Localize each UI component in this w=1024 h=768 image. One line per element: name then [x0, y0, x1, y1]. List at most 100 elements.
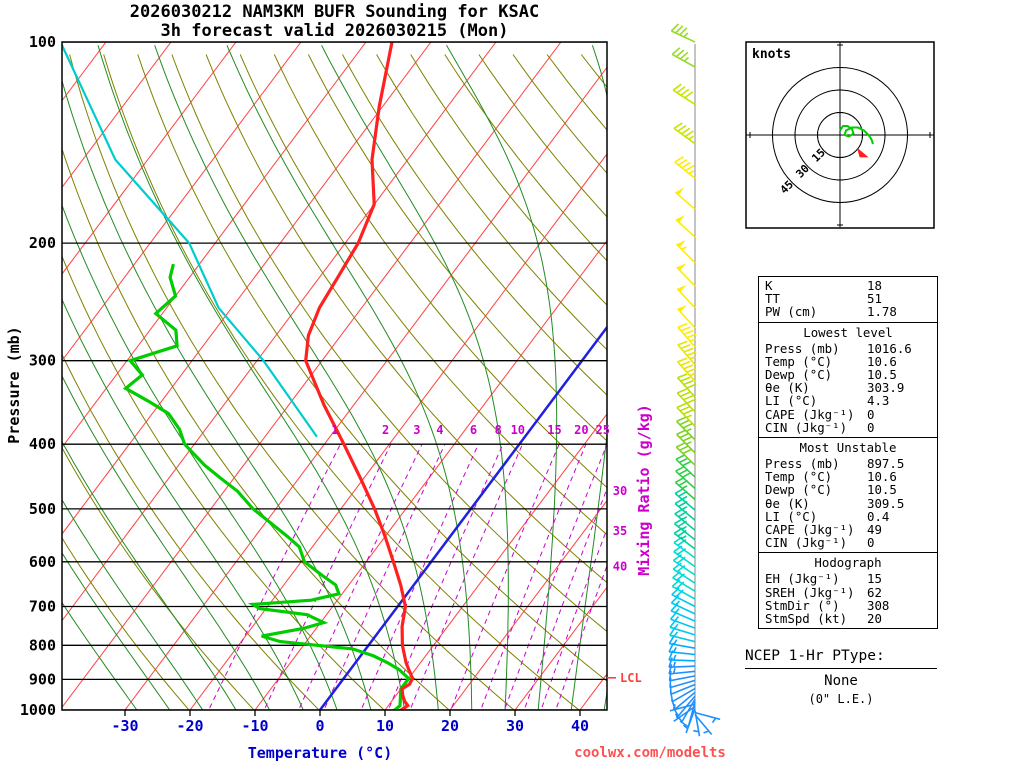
watermark: coolwx.com/modelts: [574, 745, 726, 761]
stats-value: 0: [867, 535, 875, 551]
stats-label: K: [765, 278, 773, 293]
hodograph-ring: [772, 67, 908, 203]
stats-label: StmSpd (kt): [765, 611, 848, 627]
temperature-curve: [304, 42, 415, 710]
isotherm-line: [514, 586, 607, 710]
wind-barb: [694, 714, 713, 736]
pressure-tick-label: 400: [29, 435, 56, 453]
isotherm-line: [62, 42, 432, 535]
moist-adiabat-line: [570, 45, 607, 710]
stats-label: CAPE (Jkg⁻¹): [765, 406, 855, 422]
wind-barb: [676, 263, 696, 287]
dry-adiabat-line: [62, 536, 190, 710]
stats-value: 0: [867, 419, 875, 435]
stats-row: PW (cm) 1.78: [759, 305, 937, 318]
moist-adiabat-line: [62, 601, 138, 710]
wind-barb: [674, 698, 696, 723]
ptype-note: (0" L.E.): [808, 692, 874, 706]
pressure-tick-label: 600: [29, 553, 56, 571]
wind-barb: [694, 711, 721, 724]
stats-row: CIN (Jkg⁻¹) 0: [759, 536, 937, 549]
stats-row: θe (K) 303.9: [759, 381, 937, 394]
mixing-ratio-line: [298, 443, 423, 710]
temperature-axis-label: Temperature (°C): [247, 744, 393, 762]
isotherm-line: [384, 413, 607, 710]
temp-tick-label: -30: [111, 717, 138, 735]
ptype-block: NCEP 1-Hr PType: None (0" L.E.): [745, 648, 937, 706]
isotherm-line: [62, 42, 367, 449]
wind-barb: [673, 122, 696, 145]
wind-barb: [676, 416, 696, 441]
moist-adiabat-line: [62, 298, 304, 710]
stats-row: CAPE (Jkg⁻¹) 0: [759, 406, 937, 422]
stats-value: 15: [867, 571, 882, 587]
dewpoint-curve: [122, 263, 411, 710]
stats-row: TT 51: [759, 292, 937, 305]
wind-barb: [677, 373, 697, 398]
moist-adiabat-line: [97, 45, 406, 710]
stats-row: LI (°C) 4.3: [759, 394, 937, 407]
stats-label: LI (°C): [765, 508, 818, 524]
temp-tick-label: 10: [376, 717, 394, 735]
pressure-tick-label: 200: [29, 234, 56, 252]
isotherm-line: [62, 42, 237, 275]
stats-section-title: Lowest level: [759, 321, 937, 342]
stats-label: CIN (Jkg⁻¹): [765, 419, 848, 435]
pressure-tick-label: 800: [29, 636, 56, 654]
stats-row: Press (mb) 1016.6: [759, 341, 937, 354]
stats-value: 49: [867, 522, 882, 538]
dry-adiabat-line: [62, 446, 255, 710]
mixing-ratio-label: 10: [511, 423, 525, 437]
stats-value: 0.4: [867, 508, 890, 524]
isotherm-line: [62, 42, 497, 622]
isotherm-line: [124, 66, 607, 710]
wind-barb: [674, 187, 696, 210]
mixing-ratio-label: 4: [436, 423, 443, 437]
wind-barb: [693, 710, 701, 737]
stats-value: 51: [867, 291, 882, 307]
dry-adiabat-line: [478, 54, 607, 218]
dry-adiabat-line: [239, 54, 607, 536]
isotherm-line: [254, 239, 607, 710]
knots-label: knots: [752, 47, 791, 62]
stats-section-title: Hodograph: [759, 552, 937, 572]
mixing-ratio-label: 2: [382, 423, 389, 437]
wind-barb: [675, 465, 696, 490]
pressure-axis-label: Pressure (mb): [5, 326, 23, 444]
mixing-ratio-label: 6: [470, 423, 477, 437]
mixing-ratio-label: 30: [613, 484, 627, 498]
parcel-trace-curve: [62, 42, 318, 438]
stats-value: 897.5: [867, 456, 905, 472]
temp-tick-label: 20: [441, 717, 459, 735]
hodograph-ring: [817, 112, 863, 158]
wind-barb: [669, 677, 696, 689]
dry-adiabat-line: [171, 54, 607, 633]
moist-adiabat-line: [62, 204, 338, 710]
storm-motion-marker: [856, 147, 869, 158]
dry-adiabat-line: [205, 54, 607, 584]
dry-adiabat-line: [273, 54, 607, 489]
stats-value: 0: [867, 406, 875, 422]
wind-barb: [675, 215, 696, 238]
stats-row: SREH (Jkg⁻¹) 62: [759, 585, 937, 598]
stats-row: Dewp (°C) 10.5: [759, 483, 937, 496]
pressure-tick-label: 300: [29, 352, 56, 370]
stats-row: Dewp (°C) 10.5: [759, 368, 937, 381]
stats-value: 10.6: [867, 469, 897, 485]
moist-adiabat-line: [603, 689, 607, 710]
temp-tick-label: 30: [506, 717, 524, 735]
temp-tick-label: -20: [176, 717, 203, 735]
mixing-ratio-label: 40: [613, 560, 627, 574]
stats-label: PW (cm): [765, 304, 818, 320]
stats-row: EH (Jkg⁻¹) 15: [759, 572, 937, 585]
stats-row: K 18: [759, 279, 937, 292]
wind-barb: [668, 664, 696, 675]
plot-frame: [61, 41, 608, 711]
stats-label: Temp (°C): [765, 469, 833, 485]
dry-adiabat-line: [444, 54, 607, 262]
lcl-label: LCL: [620, 671, 642, 685]
stats-row: StmSpd (kt) 20: [759, 612, 937, 625]
wind-barb: [677, 340, 697, 366]
dry-adiabat-line: [342, 54, 607, 396]
